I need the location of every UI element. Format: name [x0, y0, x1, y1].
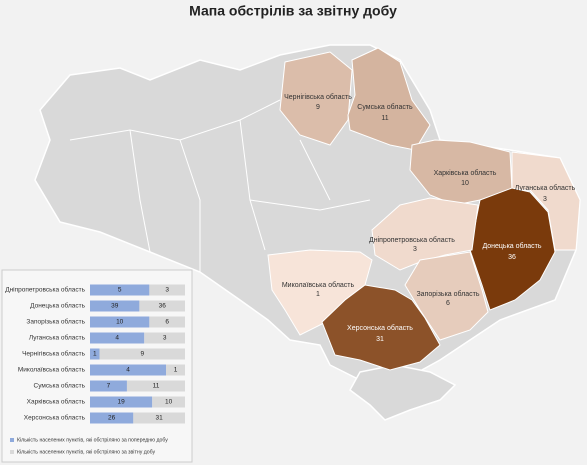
- region-value: 3: [413, 246, 417, 253]
- data-label: 3: [163, 335, 167, 342]
- data-label: 7: [107, 383, 111, 390]
- map: Чернігівська область 9 Сумська область 1…: [34, 44, 581, 421]
- bar: [149, 316, 185, 328]
- bar: [90, 316, 150, 328]
- region-value: 6: [446, 300, 450, 307]
- data-label: 39: [111, 303, 119, 310]
- category-label: Сумська область: [34, 382, 86, 390]
- data-label: 9: [140, 351, 144, 358]
- data-label: 36: [159, 303, 167, 310]
- category-label: Луганська область: [29, 334, 86, 342]
- crimea: [349, 364, 457, 421]
- category-label: Миколаївська область: [18, 366, 86, 374]
- bar: [90, 300, 140, 312]
- region-name: Луганська область: [515, 184, 576, 192]
- data-label: 10: [165, 399, 173, 406]
- data-label: 1: [174, 367, 178, 374]
- data-label: 11: [153, 383, 160, 390]
- region-name: Сумська область: [357, 103, 413, 111]
- region-value: 1: [316, 291, 320, 298]
- region-value: 10: [461, 180, 469, 187]
- category-label: Чернігівська область: [22, 350, 86, 358]
- data-label: 4: [115, 335, 119, 342]
- region-value: 3: [543, 196, 547, 203]
- region-name: Харківська область: [434, 169, 497, 177]
- region: [279, 51, 353, 146]
- border: [129, 129, 151, 253]
- category-label: Дніпропетровська область: [5, 286, 85, 294]
- borders: [69, 99, 371, 272]
- region-value: 9: [316, 104, 320, 111]
- category-label: Донецька область: [30, 302, 85, 310]
- category-label: Харківська область: [27, 398, 86, 406]
- bar: [152, 396, 185, 408]
- legend-swatch: [10, 438, 14, 442]
- bar: [90, 396, 153, 408]
- region-name: Дніпропетровська область: [369, 236, 455, 244]
- data-label: 1: [93, 351, 97, 358]
- region-value: 31: [376, 336, 384, 343]
- category-label: Запорізька область: [26, 318, 85, 326]
- data-label: 26: [108, 415, 116, 422]
- legend-label: Кількість населених пунктів, які обстріл…: [17, 449, 156, 455]
- data-label: 3: [165, 287, 169, 294]
- legend-swatch: [10, 450, 14, 454]
- bar: [144, 332, 185, 344]
- region-name: Запорізька область: [416, 290, 479, 298]
- data-label: 31: [156, 415, 164, 422]
- bar: [166, 364, 185, 376]
- bar: [90, 284, 150, 296]
- bar: [99, 348, 185, 360]
- data-label: 10: [116, 319, 124, 326]
- data-label: 6: [165, 319, 169, 326]
- bar: [149, 284, 185, 296]
- bar: [126, 380, 185, 392]
- region-value: 11: [381, 115, 388, 122]
- bar: [90, 332, 145, 344]
- legend-label: Кількість населених пунктів, які обстріл…: [17, 437, 168, 443]
- data-label: 19: [118, 399, 126, 406]
- region-name: Донецька область: [482, 242, 541, 250]
- bar: [90, 364, 166, 376]
- region: [321, 284, 441, 371]
- border: [299, 139, 331, 201]
- border: [179, 139, 201, 272]
- bar: [90, 380, 127, 392]
- region: [404, 251, 489, 341]
- region-name: Херсонська область: [347, 324, 413, 332]
- data-label: 4: [126, 367, 130, 374]
- category-label: Херсонська область: [24, 414, 86, 422]
- bar: [139, 300, 185, 312]
- bar: [90, 412, 134, 424]
- bar: [90, 348, 100, 360]
- border: [249, 199, 371, 211]
- region-value: 36: [508, 254, 516, 261]
- region-name: Чернігівська область: [284, 93, 352, 101]
- data-label: 5: [118, 287, 122, 294]
- chart: Дніпропетровська область 5 3 Донецька облас…: [5, 284, 185, 455]
- bar: [133, 412, 185, 424]
- title: Мапа обстрілів за звітну добу: [189, 3, 397, 19]
- region-name: Миколаївська область: [282, 281, 355, 289]
